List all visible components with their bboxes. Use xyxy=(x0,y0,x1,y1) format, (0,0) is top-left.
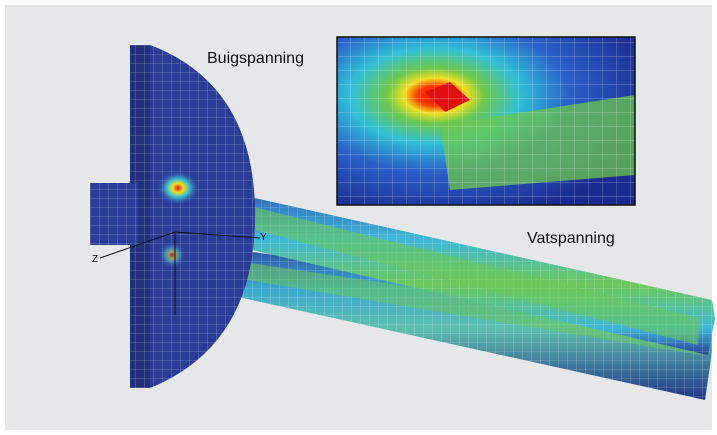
axis-label-y: Y xyxy=(260,232,267,243)
fea-figure: Y Z Buigspanning Vatspanning xyxy=(0,0,717,435)
inset-detail xyxy=(337,37,635,205)
axis-label-z: Z xyxy=(92,254,98,265)
annotation: Buigspanning xyxy=(207,50,304,67)
annotation: Vatspanning xyxy=(527,230,615,247)
